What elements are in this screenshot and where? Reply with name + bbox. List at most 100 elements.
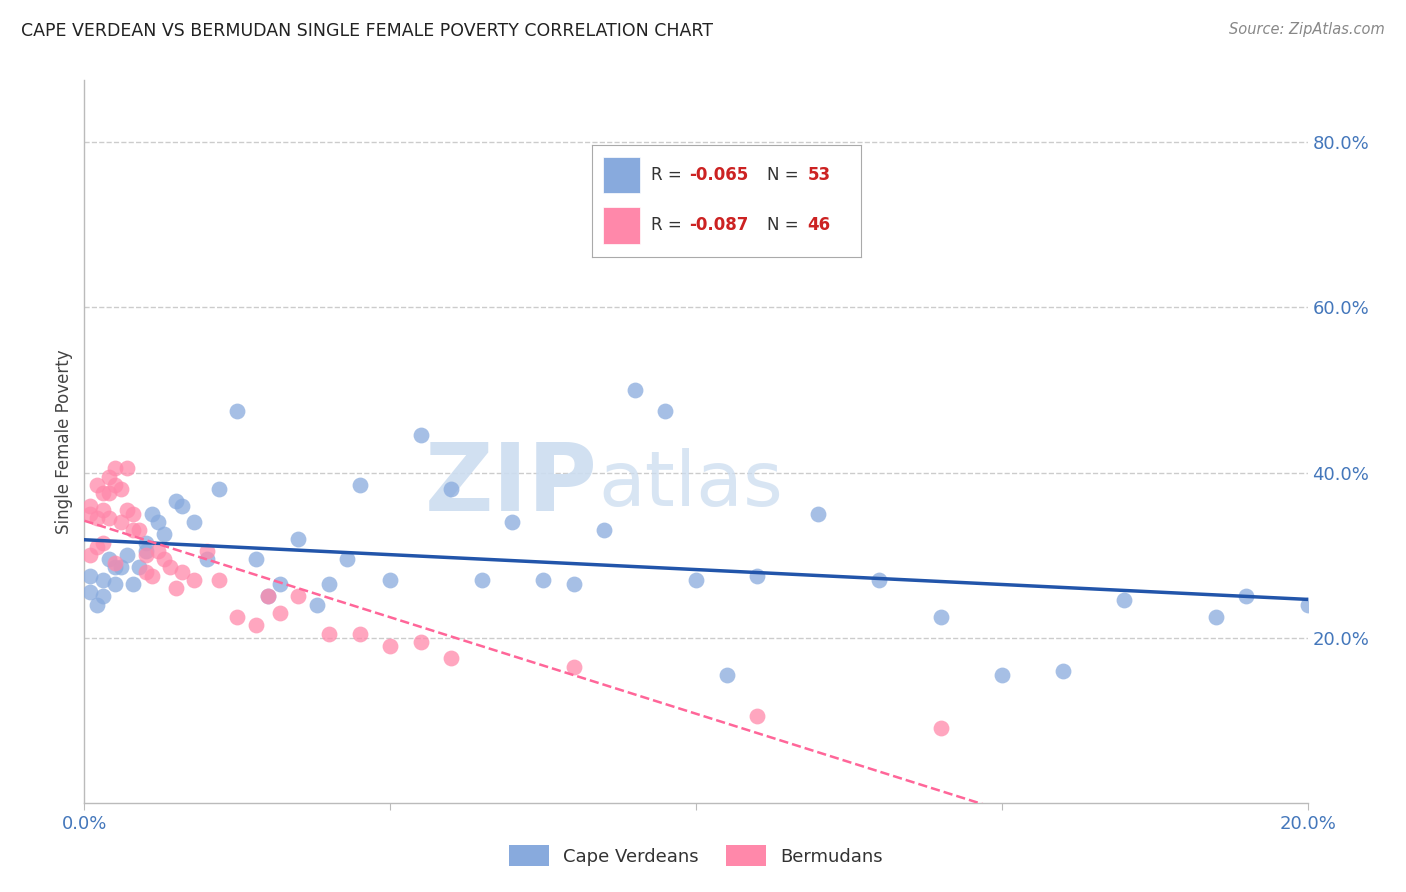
Point <box>287 532 309 546</box>
Point <box>104 557 127 571</box>
Point <box>349 626 371 640</box>
Point <box>110 560 132 574</box>
Point <box>269 577 291 591</box>
Point <box>208 573 231 587</box>
Point <box>79 499 101 513</box>
Point <box>685 573 707 587</box>
Point <box>869 573 891 587</box>
Point <box>1296 598 1319 612</box>
Point <box>172 499 194 513</box>
Point <box>336 552 359 566</box>
Point <box>115 502 138 516</box>
Point <box>380 573 402 587</box>
Point <box>97 511 120 525</box>
Text: CAPE VERDEAN VS BERMUDAN SINGLE FEMALE POVERTY CORRELATION CHART: CAPE VERDEAN VS BERMUDAN SINGLE FEMALE P… <box>21 22 713 40</box>
Point <box>208 482 231 496</box>
Point <box>104 478 127 492</box>
Point <box>531 573 554 587</box>
Point <box>110 515 132 529</box>
Point <box>349 478 371 492</box>
Point <box>86 511 108 525</box>
Point <box>79 507 101 521</box>
Point <box>1114 593 1136 607</box>
Point <box>128 560 150 574</box>
Point <box>110 482 132 496</box>
Point <box>165 581 187 595</box>
Point <box>305 598 328 612</box>
Point <box>562 577 585 591</box>
Point <box>624 383 647 397</box>
Point <box>153 552 176 566</box>
Point <box>195 544 218 558</box>
Point <box>115 548 138 562</box>
Point <box>104 577 127 591</box>
Point <box>141 507 163 521</box>
Point <box>172 565 194 579</box>
Point <box>716 668 738 682</box>
Text: atlas: atlas <box>598 448 783 522</box>
Point <box>380 639 402 653</box>
Point <box>91 573 114 587</box>
Point <box>747 709 769 723</box>
Point <box>91 486 114 500</box>
Point <box>79 548 101 562</box>
Point <box>440 651 463 665</box>
Point <box>195 552 218 566</box>
Point <box>79 568 101 582</box>
Point <box>226 403 249 417</box>
Point <box>502 515 524 529</box>
Point <box>91 502 114 516</box>
Point <box>86 598 108 612</box>
Text: ZIP: ZIP <box>425 439 598 531</box>
Point <box>97 469 120 483</box>
Point <box>245 552 267 566</box>
Point <box>183 573 205 587</box>
Point <box>122 577 145 591</box>
Point <box>159 560 181 574</box>
Point <box>1052 664 1074 678</box>
Point <box>104 461 127 475</box>
Point <box>318 577 340 591</box>
Point <box>97 552 120 566</box>
Point <box>287 590 309 604</box>
Point <box>807 507 830 521</box>
Point <box>929 610 952 624</box>
Point <box>135 548 157 562</box>
Point <box>409 634 432 648</box>
Point <box>91 590 114 604</box>
Point <box>471 573 494 587</box>
Point <box>1205 610 1227 624</box>
Point <box>165 494 187 508</box>
Point <box>269 606 291 620</box>
Point <box>97 486 120 500</box>
Point <box>141 568 163 582</box>
Point <box>122 507 145 521</box>
Point <box>122 524 145 538</box>
Point <box>128 524 150 538</box>
Point <box>409 428 432 442</box>
Point <box>929 722 952 736</box>
Point <box>318 626 340 640</box>
Point <box>257 590 280 604</box>
Point <box>153 527 176 541</box>
Point <box>257 590 280 604</box>
Point <box>91 535 114 549</box>
Point <box>86 540 108 554</box>
Legend: Cape Verdeans, Bermudans: Cape Verdeans, Bermudans <box>502 838 890 873</box>
Point <box>747 568 769 582</box>
Point <box>245 618 267 632</box>
Point <box>79 585 101 599</box>
Point <box>146 544 169 558</box>
Point <box>593 524 616 538</box>
Point <box>86 478 108 492</box>
Point <box>562 659 585 673</box>
Point <box>1236 590 1258 604</box>
Text: Source: ZipAtlas.com: Source: ZipAtlas.com <box>1229 22 1385 37</box>
Point <box>115 461 138 475</box>
Point <box>135 544 157 558</box>
Point <box>654 403 676 417</box>
Point <box>146 515 169 529</box>
Point <box>183 515 205 529</box>
Point <box>135 535 157 549</box>
Point <box>135 565 157 579</box>
